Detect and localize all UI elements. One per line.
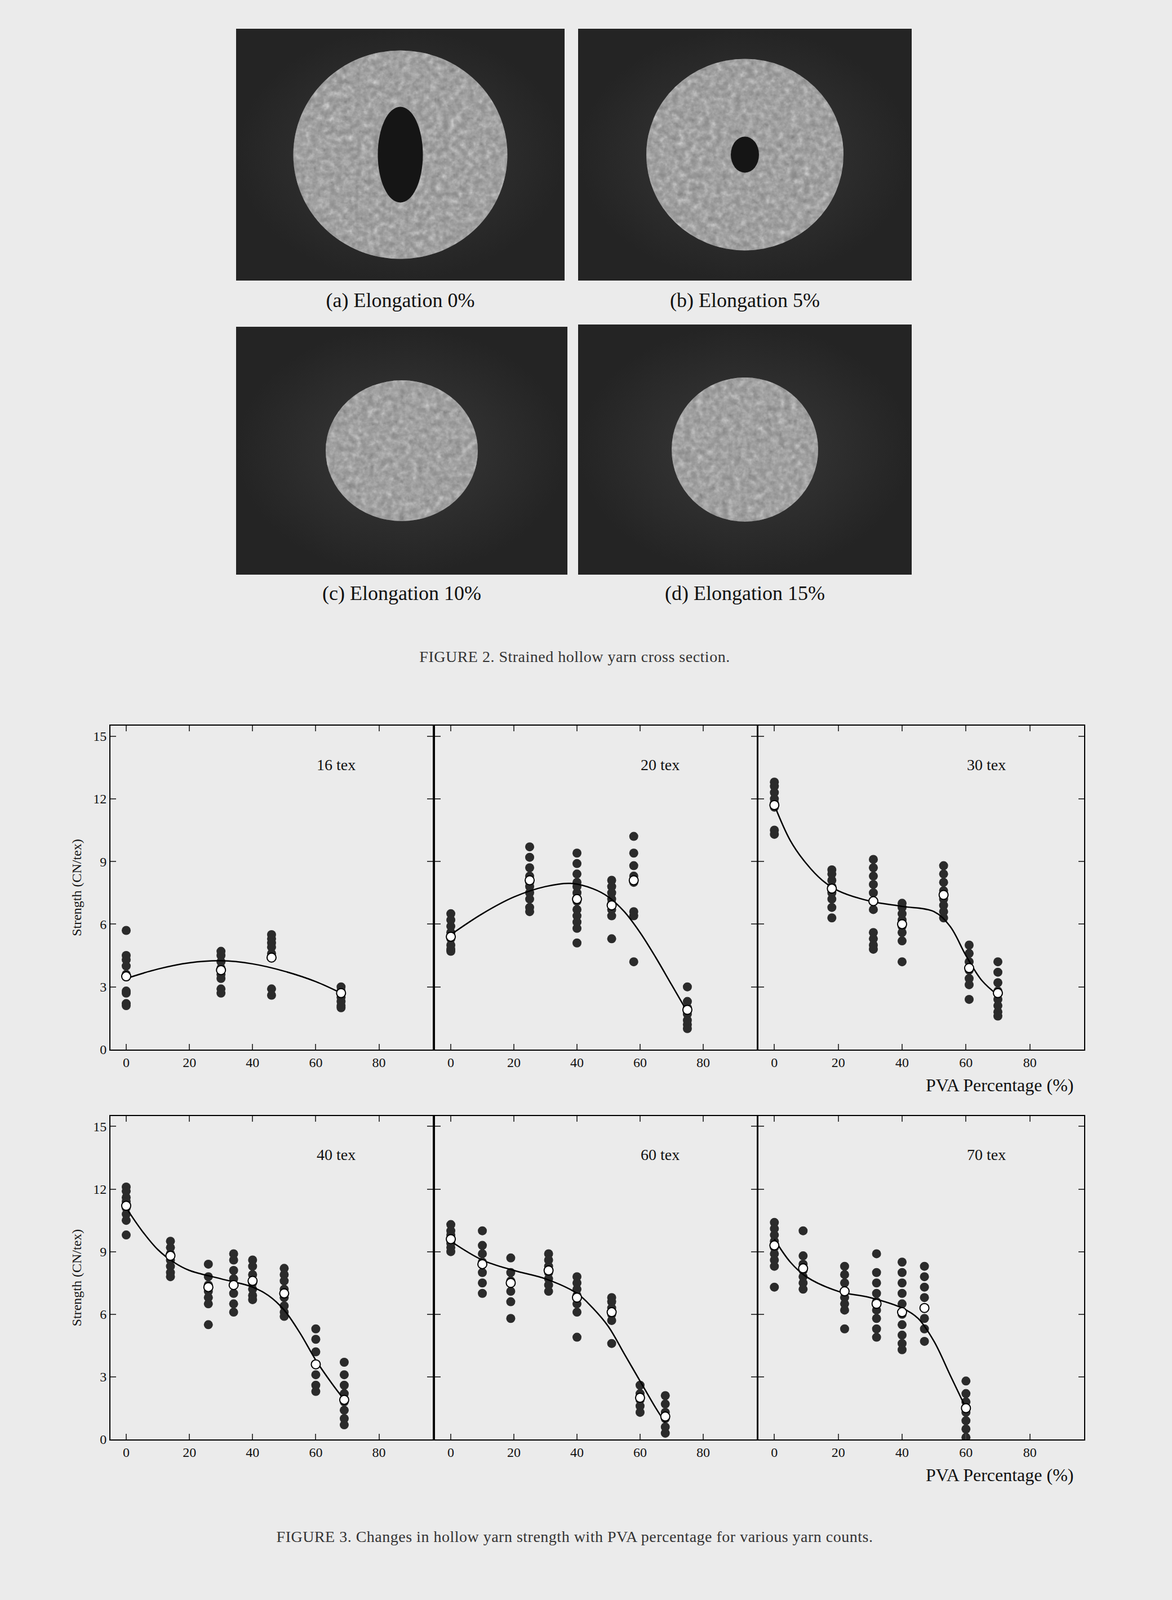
svg-text:60: 60 <box>633 1445 647 1460</box>
html-text:(c) Elongation 10%: (c) Elongation 10% <box>322 582 482 605</box>
svg-text:15: 15 <box>92 1119 107 1135</box>
svg-text:80: 80 <box>372 1445 386 1460</box>
html-text:FIGURE 3. Changes in hollow ya: FIGURE 3. Changes in hollow yarn strengt… <box>276 1528 874 1546</box>
svg-text:0: 0 <box>99 1042 107 1058</box>
svg-text:20: 20 <box>182 1445 197 1460</box>
svg-text:9: 9 <box>99 1244 107 1260</box>
svg-text:0: 0 <box>770 1445 778 1460</box>
svg-text:15: 15 <box>92 729 107 744</box>
svg-text:3: 3 <box>99 1369 107 1385</box>
svg-text:60: 60 <box>959 1055 973 1071</box>
svg-text:40 tex: 40 tex <box>316 1146 356 1164</box>
svg-text:30 tex: 30 tex <box>966 756 1006 774</box>
svg-text:20: 20 <box>507 1055 521 1071</box>
svg-text:20: 20 <box>182 1055 197 1071</box>
svg-text:40: 40 <box>570 1445 584 1460</box>
svg-text:80: 80 <box>1023 1445 1037 1460</box>
svg-text:40: 40 <box>245 1445 260 1460</box>
svg-text:80: 80 <box>372 1055 386 1071</box>
svg-text:16 tex: 16 tex <box>316 756 356 774</box>
svg-text:Strength (CN/tex): Strength (CN/tex) <box>69 1229 84 1327</box>
svg-text:0: 0 <box>770 1055 778 1071</box>
svg-text:20: 20 <box>507 1445 521 1460</box>
svg-text:12: 12 <box>92 791 107 807</box>
svg-text:6: 6 <box>99 917 107 932</box>
html-text:FIGURE 2. Strained hollow yarn: FIGURE 2. Strained hollow yarn cross sec… <box>419 647 731 666</box>
svg-text:0: 0 <box>447 1055 455 1071</box>
svg-text:40: 40 <box>245 1055 260 1071</box>
svg-text:Strength (CN/tex): Strength (CN/tex) <box>69 838 84 937</box>
svg-text:80: 80 <box>1023 1055 1037 1071</box>
svg-text:80: 80 <box>696 1055 710 1071</box>
svg-text:0: 0 <box>447 1445 455 1460</box>
svg-text:60 tex: 60 tex <box>640 1146 680 1164</box>
svg-text:0: 0 <box>122 1055 130 1071</box>
svg-text:80: 80 <box>696 1445 710 1460</box>
svg-text:PVA Percentage (%): PVA Percentage (%) <box>925 1465 1074 1486</box>
svg-text:20: 20 <box>831 1445 846 1460</box>
html-text:(d) Elongation 15%: (d) Elongation 15% <box>664 582 825 605</box>
svg-text:9: 9 <box>99 854 107 870</box>
svg-text:60: 60 <box>308 1055 323 1071</box>
svg-text:3: 3 <box>99 979 107 995</box>
svg-text:40: 40 <box>895 1445 909 1460</box>
html-text:(a) Elongation 0%: (a) Elongation 0% <box>325 289 475 312</box>
svg-text:60: 60 <box>633 1055 647 1071</box>
svg-text:70 tex: 70 tex <box>966 1146 1006 1164</box>
svg-text:40: 40 <box>895 1055 909 1071</box>
svg-text:0: 0 <box>122 1445 130 1460</box>
svg-text:60: 60 <box>308 1445 323 1460</box>
svg-text:0: 0 <box>99 1432 107 1447</box>
svg-text:6: 6 <box>99 1307 107 1322</box>
svg-text:20: 20 <box>831 1055 846 1071</box>
svg-text:40: 40 <box>570 1055 584 1071</box>
svg-text:60: 60 <box>959 1445 973 1460</box>
svg-text:20 tex: 20 tex <box>640 756 680 774</box>
svg-text:PVA Percentage (%): PVA Percentage (%) <box>925 1075 1074 1096</box>
svg-text:12: 12 <box>92 1182 107 1197</box>
html-text:(b) Elongation 5%: (b) Elongation 5% <box>669 289 820 312</box>
